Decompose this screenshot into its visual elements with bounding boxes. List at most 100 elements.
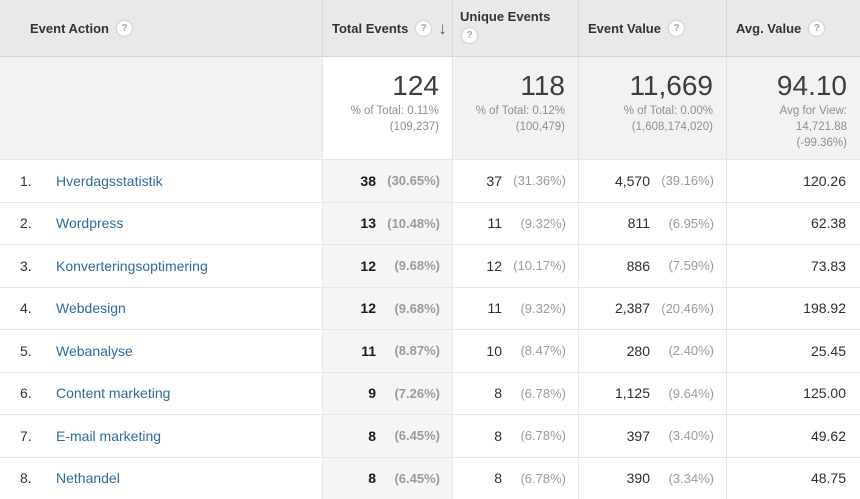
table-row: 2. Wordpress 13 (10.48%) 11 (9.32%) 811 … xyxy=(0,201,860,245)
event-action-link[interactable]: Wordpress xyxy=(56,215,124,232)
event-action-link[interactable]: Content marketing xyxy=(56,385,171,402)
summary-subtext: % of Total: 0.00% (1,608,174,020) xyxy=(623,105,713,134)
event-value-pct: (3.40%) xyxy=(668,428,714,444)
sort-descending-icon[interactable]: ↓ xyxy=(438,18,447,38)
row-rank: 5. xyxy=(20,342,32,359)
cell-event-value: 886 (7.59%) xyxy=(578,245,726,287)
table-row: 4. Webdesign 12 (9.68%) 11 (9.32%) 2,387… xyxy=(0,286,860,330)
unique-events-value: 8 xyxy=(494,470,502,487)
cell-unique-events: 11 (9.32%) xyxy=(452,287,578,329)
cell-unique-events: 10 (8.47%) xyxy=(452,330,578,372)
column-header-event-action[interactable]: Event Action ? xyxy=(0,0,322,56)
column-label: Unique Events xyxy=(460,9,551,24)
cell-event-value: 2,387 (20.46%) xyxy=(578,287,726,329)
cell-total-events: 8 (6.45%) xyxy=(322,457,452,499)
cell-total-events: 12 (9.68%) xyxy=(322,287,452,329)
help-icon[interactable]: ? xyxy=(116,20,132,36)
total-events-pct: (6.45%) xyxy=(394,470,440,486)
event-value-value: 390 xyxy=(626,470,650,487)
cell-event-value: 390 (3.34%) xyxy=(578,457,726,499)
table-header: Event Action ? Total Events ? ↓ Unique E… xyxy=(0,0,860,57)
avg-value-value: 25.45 xyxy=(810,342,846,359)
unique-events-pct: (31.36%) xyxy=(513,173,566,189)
unique-events-pct: (8.47%) xyxy=(520,343,566,359)
total-events-value: 8 xyxy=(368,427,376,444)
cell-avg-value: 198.92 xyxy=(726,287,860,329)
row-rank: 4. xyxy=(20,300,32,317)
summary-subtext: % of Total: 0.12% (100,479) xyxy=(475,105,565,134)
total-events-value: 11 xyxy=(361,342,376,359)
event-value-pct: (3.34%) xyxy=(668,470,714,486)
column-header-total-events[interactable]: Total Events ? ↓ xyxy=(322,0,452,56)
row-rank: 7. xyxy=(20,427,32,444)
total-events-value: 12 xyxy=(360,257,376,274)
help-icon[interactable]: ? xyxy=(668,20,684,36)
column-header-unique-events[interactable]: Unique Events ? xyxy=(452,0,578,56)
cell-avg-value: 73.83 xyxy=(726,245,860,287)
avg-value-value: 125.00 xyxy=(803,385,846,402)
event-action-link[interactable]: Webdesign xyxy=(56,300,126,317)
unique-events-value: 11 xyxy=(487,215,502,232)
unique-events-value: 10 xyxy=(486,342,502,359)
unique-events-pct: (6.78%) xyxy=(520,428,566,444)
cell-total-events: 38 (30.65%) xyxy=(322,160,452,202)
total-events-value: 12 xyxy=(360,300,376,317)
help-icon[interactable]: ? xyxy=(462,28,477,43)
cell-total-events: 13 (10.48%) xyxy=(322,202,452,244)
row-rank: 6. xyxy=(20,385,32,402)
help-icon[interactable]: ? xyxy=(809,20,825,36)
event-value-value: 280 xyxy=(626,342,650,359)
cell-total-events: 12 (9.68%) xyxy=(322,245,452,287)
cell-event-action: 6. Content marketing xyxy=(0,373,322,415)
cell-event-value: 4,570 (39.16%) xyxy=(578,160,726,202)
total-events-pct: (10.48%) xyxy=(387,215,440,231)
event-value-pct: (6.95%) xyxy=(668,215,714,231)
row-rank: 2. xyxy=(20,215,32,232)
cell-event-value: 1,125 (9.64%) xyxy=(578,372,726,414)
cell-unique-events: 37 (31.36%) xyxy=(452,160,578,202)
help-icon[interactable]: ? xyxy=(416,20,432,36)
event-value-pct: (39.16%) xyxy=(661,173,714,189)
row-rank: 1. xyxy=(20,172,32,189)
cell-total-events: 8 (6.45%) xyxy=(322,415,452,457)
unique-events-pct: (6.78%) xyxy=(520,385,566,401)
cell-avg-value: 48.75 xyxy=(726,457,860,499)
total-events-pct: (30.65%) xyxy=(387,173,440,189)
cell-event-action: 4. Webdesign xyxy=(0,288,322,330)
summary-subtext: % of Total: 0.11% (109,237) xyxy=(350,105,439,134)
event-value-value: 811 xyxy=(627,215,650,232)
avg-value-value: 48.75 xyxy=(810,470,846,487)
cell-unique-events: 11 (9.32%) xyxy=(452,202,578,244)
cell-unique-events: 8 (6.78%) xyxy=(452,457,578,499)
cell-event-action: 8. Nethandel xyxy=(0,458,322,499)
column-header-avg-value[interactable]: Avg. Value ? xyxy=(726,0,860,56)
column-header-event-value[interactable]: Event Value ? xyxy=(578,0,726,56)
summary-total-events: 124 % of Total: 0.11% (109,237) xyxy=(322,57,452,159)
cell-avg-value: 125.00 xyxy=(726,372,860,414)
event-action-link[interactable]: E-mail marketing xyxy=(56,427,162,444)
summary-subtext: Avg for View: 14,721.88 (-99.36%) xyxy=(779,105,847,149)
cell-event-value: 397 (3.40%) xyxy=(578,415,726,457)
summary-event-value: 11,669 % of Total: 0.00% (1,608,174,020) xyxy=(578,57,726,159)
unique-events-pct: (6.78%) xyxy=(520,470,566,486)
event-action-link[interactable]: Nethandel xyxy=(56,470,120,487)
event-action-link[interactable]: Konverteringsoptimering xyxy=(56,257,208,274)
event-value-value: 1,125 xyxy=(614,385,650,402)
unique-events-pct: (9.32%) xyxy=(520,215,566,231)
event-action-link[interactable]: Webanalyse xyxy=(56,342,133,359)
row-rank: 3. xyxy=(20,257,32,274)
cell-event-action: 1. Hverdagsstatistik xyxy=(0,160,322,202)
cell-event-action: 2. Wordpress xyxy=(0,203,322,245)
total-events-value: 13 xyxy=(360,215,376,232)
total-events-pct: (9.68%) xyxy=(394,258,440,274)
cell-avg-value: 62.38 xyxy=(726,202,860,244)
avg-value-value: 73.83 xyxy=(810,257,846,274)
cell-total-events: 9 (7.26%) xyxy=(322,372,452,414)
cell-event-value: 811 (6.95%) xyxy=(578,202,726,244)
event-action-link[interactable]: Hverdagsstatistik xyxy=(56,172,163,189)
cell-total-events: 11 (8.87%) xyxy=(322,330,452,372)
cell-event-action: 5. Webanalyse xyxy=(0,330,322,372)
event-value-value: 397 xyxy=(626,427,650,444)
event-value-value: 4,570 xyxy=(614,172,650,189)
